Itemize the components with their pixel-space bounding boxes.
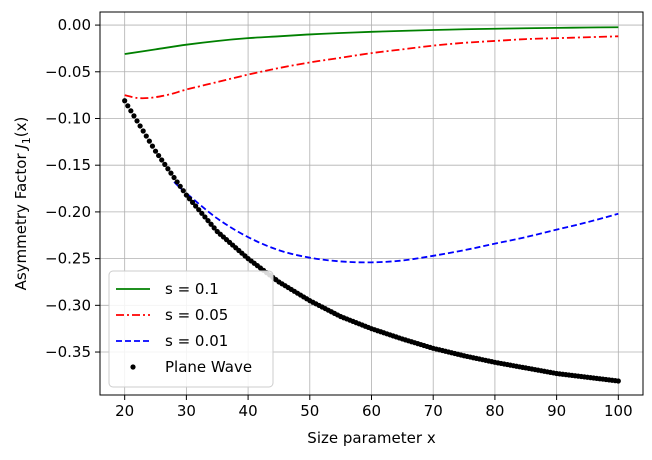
y-tick-label: −0.30 <box>45 296 91 314</box>
plane-wave-point <box>174 179 180 185</box>
plane-wave-point <box>202 214 208 220</box>
legend-label-s-0-01: s = 0.01 <box>165 332 228 350</box>
plane-wave-point <box>208 221 214 227</box>
x-tick-label: 30 <box>177 402 196 420</box>
plane-wave-point <box>125 103 131 109</box>
y-tick-label: 0.00 <box>58 16 91 34</box>
plane-wave-point <box>128 108 134 114</box>
plane-wave-point <box>146 138 152 144</box>
plane-wave-point <box>140 128 146 134</box>
plane-wave-point <box>149 143 156 149</box>
legend-label-s-0-05: s = 0.05 <box>165 306 228 324</box>
plane-wave-point <box>137 123 143 129</box>
y-axis-label-math: J <box>12 144 30 151</box>
plane-wave-point <box>168 170 174 176</box>
legend: s = 0.1 s = 0.05 s = 0.01 Plane Wave <box>108 270 274 388</box>
plane-wave-point <box>122 98 128 104</box>
y-axis-label-subscript: 1 <box>20 137 33 144</box>
plane-wave-point <box>211 225 217 231</box>
ticks-layer: 20 30 40 50 60 70 80 90 100 0.00 −0.05 −0.10 −0.15 −0… <box>45 16 633 420</box>
y-tick-label: −0.35 <box>45 343 91 361</box>
series-plane-wave <box>122 98 621 384</box>
plane-wave-point <box>143 133 149 139</box>
grid-layer <box>100 12 643 395</box>
plane-wave-point <box>162 161 168 167</box>
plane-wave-point <box>615 378 621 384</box>
legend-label-plane-wave: Plane Wave <box>165 358 252 376</box>
y-tick-label: −0.05 <box>45 63 91 81</box>
x-tick-label: 60 <box>362 402 381 420</box>
plane-wave-point <box>196 207 202 213</box>
plane-wave-point <box>183 192 189 198</box>
plane-wave-point <box>193 203 199 209</box>
plane-wave-point <box>152 148 159 154</box>
plane-wave-point <box>165 166 171 172</box>
plane-wave-point <box>180 188 186 194</box>
y-tick-label: −0.25 <box>45 250 91 268</box>
plane-wave-point <box>189 199 196 205</box>
y-axis-label-text: Asymmetry Factor <box>12 149 30 291</box>
series-line-s-0-05 <box>124 35 619 100</box>
plane-wave-point <box>156 152 162 159</box>
plane-wave-point <box>177 183 183 189</box>
y-tick-label: −0.20 <box>45 203 91 221</box>
legend-label-s-0-1: s = 0.1 <box>165 280 219 298</box>
x-tick-label: 80 <box>485 402 504 420</box>
x-tick-label: 40 <box>239 402 258 420</box>
plane-wave-point <box>171 174 177 181</box>
x-tick-label: 20 <box>115 402 134 420</box>
plane-wave-point <box>199 210 205 216</box>
legend-box <box>108 270 274 388</box>
series-line-s-0-1 <box>124 26 619 55</box>
plane-wave-point <box>159 157 165 163</box>
y-axis-label-tail: (x) <box>12 117 30 138</box>
y-tick-label: −0.10 <box>45 109 91 127</box>
x-tick-label: 70 <box>424 402 443 420</box>
plane-wave-point <box>131 113 137 119</box>
y-axis-label: Asymmetry Factor J1(x) <box>12 117 33 291</box>
legend-marker-plane-wave <box>130 364 136 370</box>
series-line-s-0-01 <box>173 181 619 264</box>
y-tick-label: −0.15 <box>45 156 91 174</box>
x-tick-label: 100 <box>604 402 633 420</box>
plane-wave-point <box>134 118 140 124</box>
series-layer <box>122 26 621 384</box>
plane-wave-point <box>186 196 193 202</box>
x-tick-label: 90 <box>547 402 566 420</box>
x-tick-label: 50 <box>300 402 319 420</box>
plane-wave-point <box>205 217 211 224</box>
x-axis-label: Size parameter x <box>307 429 436 447</box>
